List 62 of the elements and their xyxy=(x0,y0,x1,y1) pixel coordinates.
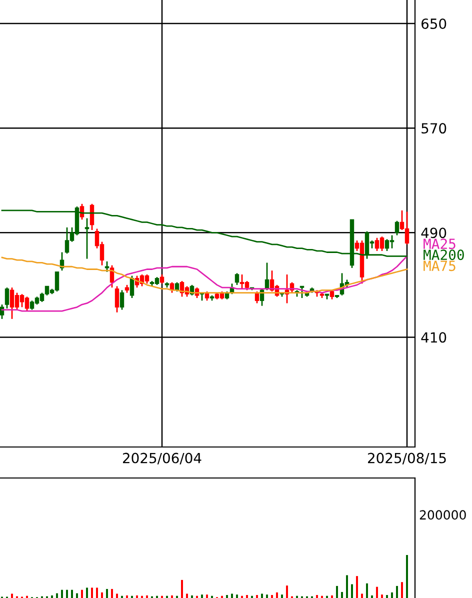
bar xyxy=(146,595,148,598)
series-label: MA75 xyxy=(424,260,456,272)
y-tick-label: 650 xyxy=(422,18,446,29)
bar xyxy=(366,583,368,598)
bar xyxy=(81,590,83,598)
bar xyxy=(361,594,363,598)
bar xyxy=(256,594,258,598)
bar xyxy=(246,594,248,598)
bar xyxy=(286,586,288,598)
bar xyxy=(61,590,63,598)
text: 200000 xyxy=(420,510,466,520)
bar xyxy=(351,584,353,598)
bar xyxy=(406,554,408,598)
bar xyxy=(276,592,278,598)
bar xyxy=(66,590,68,598)
bar xyxy=(96,588,98,598)
bar xyxy=(316,594,318,598)
x-tick-label: 2025/06/04 xyxy=(122,452,202,464)
x-tick-label: 2025/08/15 xyxy=(368,452,446,464)
y-tick-label: 570 xyxy=(422,123,446,134)
bar xyxy=(181,580,183,598)
bar xyxy=(206,594,208,598)
bar xyxy=(201,594,203,598)
bar xyxy=(106,588,108,598)
bar xyxy=(111,588,113,598)
bar xyxy=(51,595,53,598)
bar xyxy=(391,592,393,598)
bar xyxy=(231,594,233,598)
bar xyxy=(186,594,188,598)
bar xyxy=(336,586,338,598)
bar xyxy=(381,594,383,598)
bar xyxy=(236,594,238,598)
series-label: MA200 xyxy=(424,250,464,260)
bar xyxy=(401,582,403,598)
bar xyxy=(171,595,173,598)
bar xyxy=(226,594,228,598)
bar xyxy=(266,594,268,598)
series-label: MA25 xyxy=(424,238,456,250)
y-tick-label: 410 xyxy=(421,332,446,343)
bar xyxy=(271,594,273,598)
bar xyxy=(126,595,128,598)
bar xyxy=(11,594,13,598)
bar xyxy=(91,588,93,598)
bar xyxy=(356,576,358,598)
bar xyxy=(261,594,263,598)
bar xyxy=(371,595,373,598)
bar xyxy=(191,595,193,598)
bar xyxy=(56,593,58,598)
bar xyxy=(101,592,103,598)
bar xyxy=(76,593,78,598)
bar xyxy=(71,590,73,598)
bar xyxy=(116,594,118,598)
bar xyxy=(136,595,138,598)
bar xyxy=(346,575,348,598)
y-tick-label: 490 xyxy=(421,228,446,238)
bar xyxy=(86,588,88,598)
bar xyxy=(396,586,398,598)
bar xyxy=(376,586,378,598)
bar xyxy=(341,592,343,598)
bar xyxy=(386,594,388,598)
bar xyxy=(331,595,333,598)
bar xyxy=(281,594,283,598)
